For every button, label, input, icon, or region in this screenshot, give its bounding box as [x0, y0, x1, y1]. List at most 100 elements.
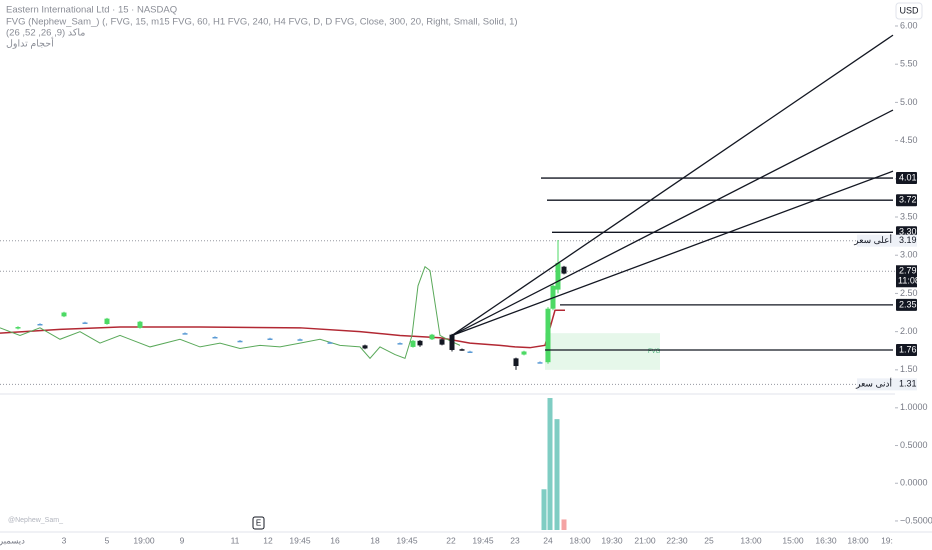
candle-body [212, 336, 218, 339]
level-badge-bg [896, 194, 917, 207]
time-label: ديسمبر [0, 535, 25, 546]
time-label: 19:45 [396, 535, 418, 545]
candle-body [37, 323, 43, 326]
time-label: 16:30 [815, 535, 837, 545]
level-label: 3.30 [899, 227, 917, 237]
fan-line [451, 34, 894, 336]
time-label: 24 [543, 535, 553, 545]
time-label: 15:00 [782, 535, 804, 545]
y-tick-label: 3.50 [900, 211, 918, 221]
time-label: 19: [881, 535, 893, 545]
time-label: 21:00 [634, 535, 656, 545]
y-tick-label: 3.00 [900, 250, 918, 260]
volume-tick-label: −0.5000 [900, 515, 932, 525]
last-price-bg [896, 265, 917, 288]
volume-bar [554, 419, 560, 530]
candle-body [15, 327, 21, 329]
level-badge-bg [896, 343, 917, 356]
y-tick-label: 2.50 [900, 288, 918, 298]
indicator-label: ماكد (9, 26, 52, 26) [6, 28, 85, 39]
time-label: 22:30 [666, 535, 688, 545]
price-badge-bg [857, 378, 917, 391]
candle-body [513, 358, 519, 367]
candle-body [449, 334, 455, 350]
price-badge-value: 3.19 [899, 235, 917, 245]
candle-body [467, 351, 473, 354]
fvg-label: FVG [648, 349, 661, 355]
y-tick-label: 5.50 [900, 59, 918, 69]
level-label: 3.72 [899, 195, 917, 205]
level-badge: 2.35 [896, 298, 917, 311]
fan-line [451, 109, 894, 337]
level-badge-bg [896, 298, 917, 311]
price-badge-value: 1.31 [899, 379, 917, 389]
time-label: 19:00 [133, 535, 155, 545]
fvg-zone [545, 333, 660, 370]
time-label: 18 [370, 535, 380, 545]
candle-body [555, 262, 561, 290]
candle-body [429, 334, 435, 340]
candle-body [561, 266, 567, 274]
time-label: 13:00 [740, 535, 762, 545]
level-badge: 4.01 [896, 172, 917, 185]
currency-button[interactable] [895, 2, 923, 20]
candle-body [327, 342, 333, 344]
y-tick-label: 5.00 [900, 97, 918, 107]
level-badge: 1.76 [896, 343, 917, 356]
candle-body [537, 362, 543, 364]
indicator-line [0, 265, 461, 360]
time-label: 25 [704, 535, 714, 545]
fan-line [451, 170, 894, 337]
candle-body [362, 345, 368, 349]
y-tick-label: 6.00 [900, 20, 918, 30]
indicator-label: FVG (Nephew_Sam_) (, FVG, 15, m15 FVG, 6… [6, 17, 518, 28]
volume-bar [541, 489, 547, 530]
time-label: 18:00 [569, 535, 591, 545]
candle-body [417, 340, 423, 346]
currency[interactable]: USD [899, 5, 919, 15]
level-badge-bg [896, 172, 917, 185]
candle-body [137, 321, 143, 328]
last-price: 2.79 [899, 266, 917, 276]
candle-body [439, 339, 445, 345]
earnings-label[interactable]: E [256, 519, 261, 528]
time-label: 19:45 [472, 535, 494, 545]
volume-tick-label: 1.0000 [900, 402, 928, 412]
y-tick-label: 2.00 [900, 326, 918, 336]
time-label: 9 [180, 535, 185, 545]
time-label: 19:45 [289, 535, 311, 545]
candle-body [104, 318, 110, 324]
indicator-label: أحجام تداول [6, 37, 54, 50]
time-label: 5 [105, 535, 110, 545]
volume-bar [561, 519, 567, 530]
candle-body [297, 339, 303, 341]
candle-body [182, 333, 188, 335]
volume-tick-label: 0.0000 [900, 478, 928, 488]
time-label: 16 [330, 535, 340, 545]
candle-body [545, 308, 551, 363]
level-label: 1.76 [899, 344, 917, 354]
candle-body [61, 312, 67, 317]
candle-body [521, 351, 527, 355]
candle-body [237, 340, 243, 343]
time-label: 19:30 [601, 535, 623, 545]
price-badge-text: أعلى سعر [853, 233, 892, 246]
candle-body [410, 340, 416, 347]
level-badge: 3.72 [896, 194, 917, 207]
countdown: 11:08 [898, 276, 920, 286]
time-label: 3 [62, 535, 67, 545]
level-label: 2.35 [899, 299, 917, 309]
price-badge-text: أدنى سعر [855, 377, 892, 390]
indicator-line [0, 309, 565, 349]
chart-title: Eastern International Ltd · 15 · NASDAQ [6, 5, 177, 16]
volume-tick-label: 0.5000 [900, 440, 928, 450]
time-label: 11 [231, 535, 240, 545]
earnings-icon[interactable] [252, 516, 265, 530]
candle-body [267, 338, 273, 341]
time-label: 12 [263, 535, 273, 545]
y-tick-label: 4.50 [900, 135, 918, 145]
volume-bar [547, 398, 553, 530]
time-label: 18:00 [847, 535, 869, 545]
candle-body [82, 322, 88, 324]
